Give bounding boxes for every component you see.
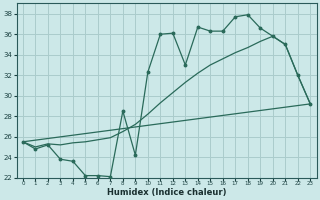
X-axis label: Humidex (Indice chaleur): Humidex (Indice chaleur) (107, 188, 226, 197)
